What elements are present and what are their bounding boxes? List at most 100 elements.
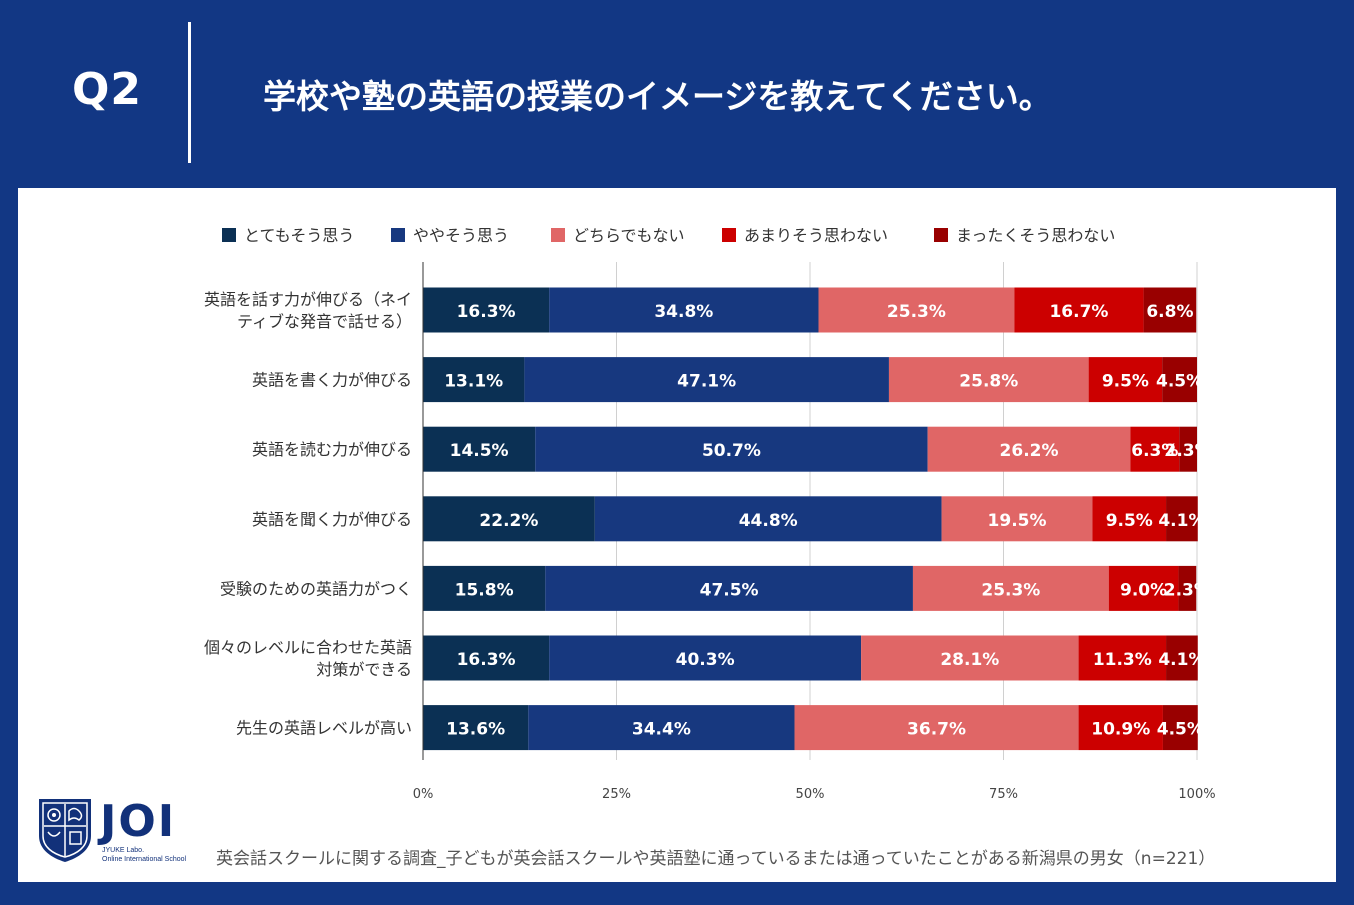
data-label: 6.3% bbox=[1131, 441, 1178, 461]
data-label: 50.7% bbox=[702, 441, 761, 461]
data-label: 25.8% bbox=[959, 372, 1018, 392]
data-label: 9.5% bbox=[1102, 372, 1149, 392]
bar-segment bbox=[549, 287, 819, 333]
bar-segment bbox=[1162, 705, 1198, 751]
legend-swatch bbox=[391, 228, 405, 242]
data-label: 47.1% bbox=[677, 372, 736, 392]
question-number: Q2 bbox=[72, 64, 143, 115]
bar-segment bbox=[423, 357, 525, 403]
bar-segment bbox=[1130, 426, 1180, 472]
category-label: 英語を聞く力が伸びる bbox=[252, 510, 412, 529]
legend-swatch bbox=[551, 228, 565, 242]
category-label: 先生の英語レベルが高い bbox=[236, 719, 412, 738]
legend-swatch bbox=[934, 228, 948, 242]
survey-footnote: 英会話スクールに関する調査_子どもが英会話スクールや英語塾に通っているまたは通っ… bbox=[216, 849, 1216, 869]
category-label: ティブな発音で話せる） bbox=[237, 312, 412, 331]
bar-segment bbox=[423, 705, 529, 751]
bar-segment bbox=[594, 496, 942, 542]
legend-label: とてもそう思う bbox=[244, 226, 354, 245]
data-label: 25.3% bbox=[981, 580, 1040, 600]
bar-segment bbox=[423, 635, 550, 681]
bar-segment bbox=[549, 635, 862, 681]
data-label: 13.1% bbox=[444, 372, 503, 392]
legend-label: どちらでもない bbox=[573, 226, 685, 245]
category-label: 英語を読む力が伸びる bbox=[252, 440, 412, 459]
data-label: 4.5% bbox=[1156, 372, 1203, 392]
data-label: 13.6% bbox=[446, 720, 505, 740]
data-label: 16.3% bbox=[457, 650, 516, 670]
legend-swatch bbox=[722, 228, 736, 242]
data-label: 34.8% bbox=[654, 302, 713, 322]
data-label: 28.1% bbox=[940, 650, 999, 670]
data-label: 14.5% bbox=[450, 441, 509, 461]
data-label: 9.5% bbox=[1106, 511, 1153, 531]
category-label: 個々のレベルに合わせた英語 bbox=[204, 638, 412, 657]
data-label: 19.5% bbox=[988, 511, 1047, 531]
data-label: 16.3% bbox=[457, 302, 516, 322]
bar-segment bbox=[1143, 287, 1197, 333]
bar-segment bbox=[524, 357, 889, 403]
bar-segment bbox=[1166, 496, 1198, 542]
bar-segment bbox=[941, 496, 1093, 542]
bar-segment bbox=[1179, 426, 1197, 472]
data-label: 44.8% bbox=[739, 511, 798, 531]
shield-emblem-icon bbox=[39, 799, 91, 862]
data-label: 16.7% bbox=[1049, 302, 1108, 322]
bar-segment bbox=[1092, 496, 1167, 542]
data-label: 22.2% bbox=[479, 511, 538, 531]
bar-segment bbox=[794, 705, 1079, 751]
x-tick-label: 100% bbox=[1178, 787, 1215, 802]
bar-segment bbox=[1108, 565, 1179, 611]
bar-segment bbox=[1162, 357, 1197, 403]
data-label: 40.3% bbox=[676, 650, 735, 670]
bar-segment bbox=[1166, 635, 1198, 681]
question-title: 学校や塾の英語の授業のイメージを教えてください。 bbox=[263, 77, 1052, 116]
category-label: 英語を話す力が伸びる（ネイ bbox=[204, 290, 412, 309]
bar-segment bbox=[423, 426, 536, 472]
category-label: 対策ができる bbox=[316, 660, 412, 679]
x-tick-label: 25% bbox=[602, 787, 631, 802]
data-label: 10.9% bbox=[1091, 720, 1150, 740]
bar-segment bbox=[888, 357, 1089, 403]
data-label: 2.3% bbox=[1164, 580, 1211, 600]
bar-segment bbox=[1088, 357, 1163, 403]
bar-segment bbox=[1078, 705, 1163, 751]
data-label: 34.4% bbox=[632, 720, 691, 740]
data-label: 9.0% bbox=[1120, 580, 1167, 600]
data-label: 26.2% bbox=[1000, 441, 1059, 461]
bar-segment bbox=[818, 287, 1015, 333]
logo-subtitle: JYUKE Labo. bbox=[102, 847, 145, 854]
bar-segment bbox=[535, 426, 928, 472]
data-label: 36.7% bbox=[907, 720, 966, 740]
data-label: 47.5% bbox=[700, 580, 759, 600]
bar-segment bbox=[423, 496, 595, 542]
category-label: 英語を書く力が伸びる bbox=[252, 371, 412, 390]
bar-segment bbox=[927, 426, 1131, 472]
data-label: 4.1% bbox=[1158, 511, 1205, 531]
logo-subtitle-2: Online International School bbox=[102, 856, 187, 863]
bar-segment bbox=[423, 565, 546, 611]
data-label: 11.3% bbox=[1093, 650, 1152, 670]
legend-swatch bbox=[222, 228, 236, 242]
bar-segment bbox=[1178, 565, 1197, 611]
legend-label: あまりそう思わない bbox=[744, 226, 888, 245]
data-label: 4.5% bbox=[1157, 720, 1204, 740]
data-label: 4.1% bbox=[1158, 650, 1205, 670]
category-label: 受験のための英語力がつく bbox=[220, 579, 412, 598]
legend-label: まったくそう思わない bbox=[956, 226, 1115, 245]
data-label: 6.8% bbox=[1146, 302, 1193, 322]
x-tick-label: 50% bbox=[796, 787, 825, 802]
x-tick-label: 75% bbox=[989, 787, 1018, 802]
data-label: 15.8% bbox=[455, 580, 514, 600]
bar-segment bbox=[528, 705, 795, 751]
logo-wordmark: JOI bbox=[100, 796, 177, 847]
data-label: 2.3% bbox=[1165, 441, 1212, 461]
bar-segment bbox=[423, 287, 550, 333]
header-divider bbox=[188, 22, 191, 163]
bar-segment bbox=[861, 635, 1079, 681]
x-tick-label: 0% bbox=[413, 787, 434, 802]
bar-segment bbox=[912, 565, 1109, 611]
bar-segment bbox=[545, 565, 913, 611]
joi-logo: JOI JYUKE Labo. Online International Sch… bbox=[36, 796, 206, 868]
